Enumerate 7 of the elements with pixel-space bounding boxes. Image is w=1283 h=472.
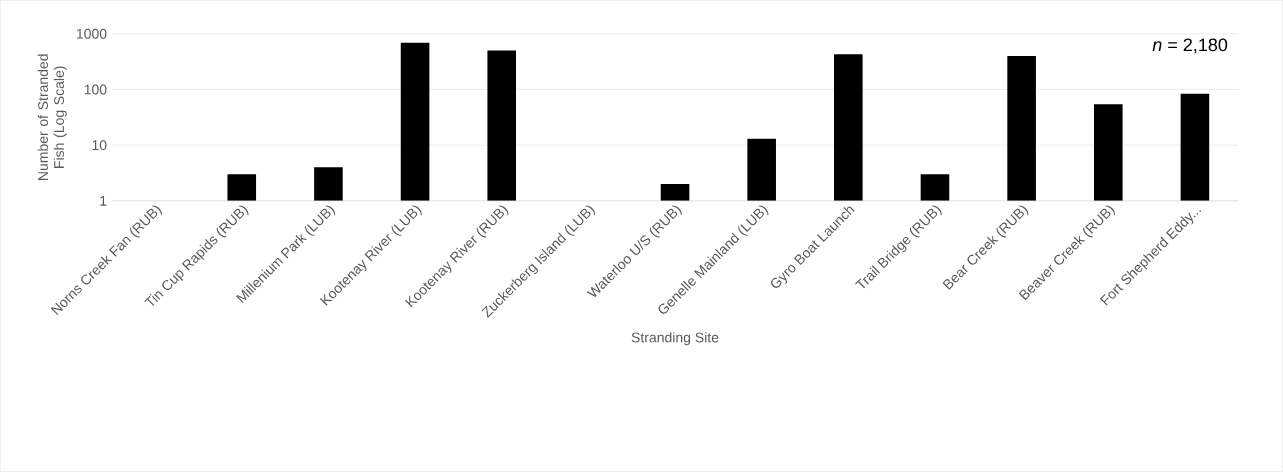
annotation: n = 2,180 [1152,38,1228,54]
y-tick-label: 1 [100,196,107,206]
y-tick-label: 1000 [76,28,107,39]
y-tick-label: 10 [92,140,107,151]
y-axis-title: Number of Stranded Fish (Log Scale) [37,54,67,181]
y-tick-label: 100 [84,84,107,95]
x-axis-title: Stranding Site [631,332,719,346]
